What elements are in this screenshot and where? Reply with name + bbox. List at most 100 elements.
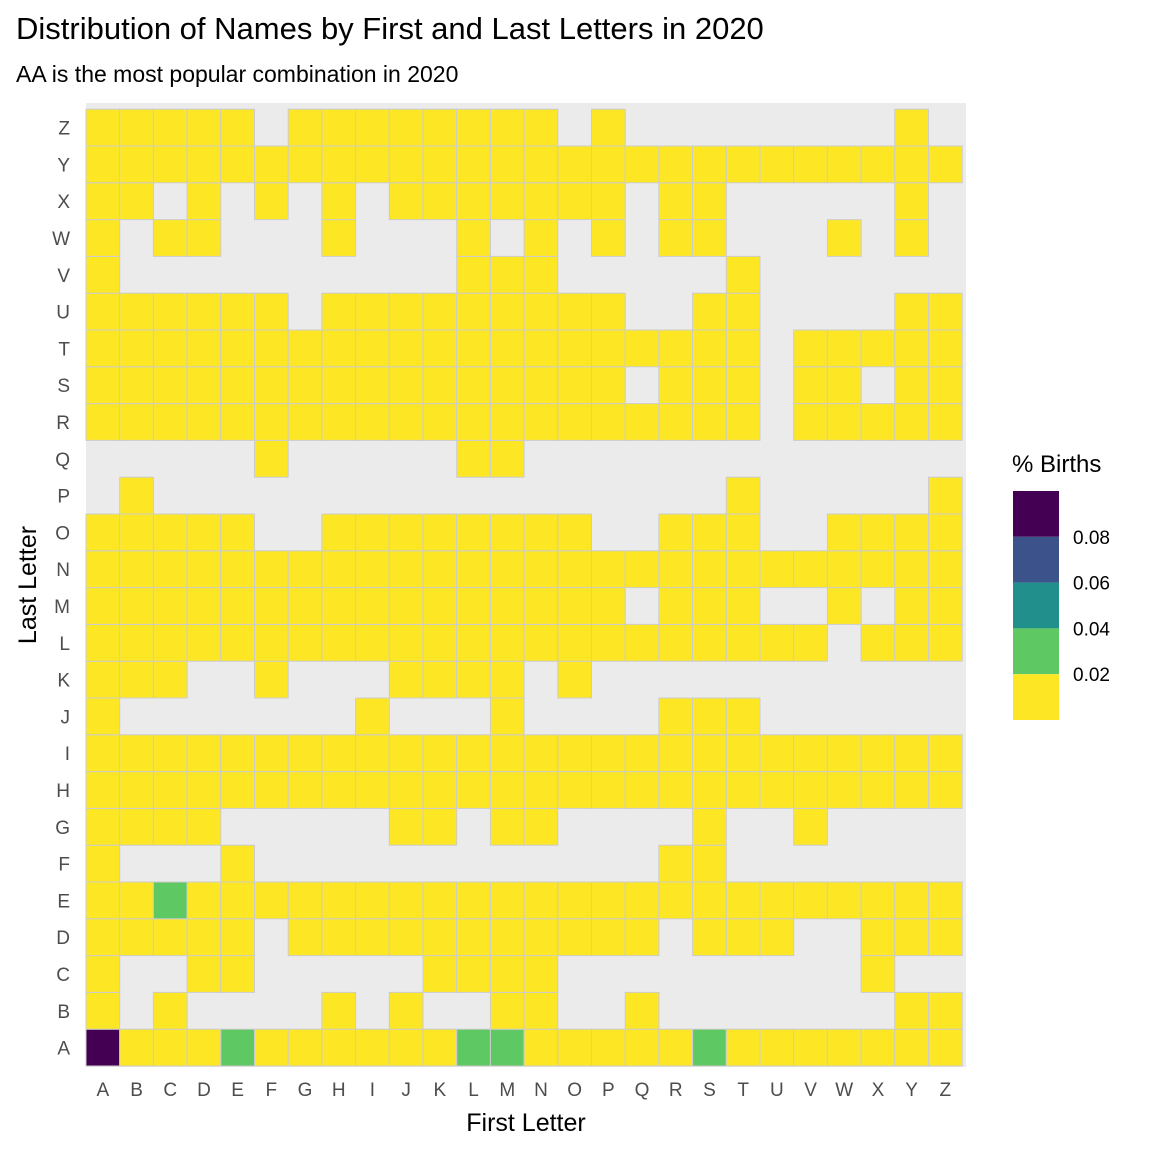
- heatmap-tile-SY: [692, 145, 727, 184]
- heatmap-tile-OE: [557, 881, 592, 920]
- heatmap-tile-IO: [355, 513, 390, 552]
- heatmap-tile-RA: [658, 1028, 694, 1067]
- chart-subtitle: AA is the most popular combination in 20…: [16, 61, 458, 87]
- heatmap-tile-BE: [119, 881, 154, 920]
- y-tick-label: Y: [57, 155, 70, 176]
- heatmap-tile-JT: [388, 329, 424, 368]
- heatmap-tile-GY: [287, 145, 323, 184]
- heatmap-tile-SU: [692, 292, 727, 331]
- heatmap-tile-LH: [456, 771, 491, 809]
- heatmap-tile-CT: [152, 329, 188, 368]
- heatmap-tile-BH: [119, 771, 154, 809]
- heatmap-tile-NA: [523, 1028, 559, 1067]
- heatmap-tile-ZR: [928, 403, 963, 441]
- heatmap-tile-SR: [692, 403, 727, 441]
- heatmap-tile-LM: [456, 587, 491, 625]
- heatmap-tile-EU: [220, 292, 256, 331]
- heatmap-tile-HT: [321, 329, 357, 368]
- heatmap-tile-UE: [759, 881, 795, 920]
- heatmap-tile-WR: [826, 403, 862, 441]
- heatmap-tile-ST: [692, 329, 727, 368]
- heatmap-tile-ET: [220, 329, 256, 368]
- heatmap-tile-OM: [557, 587, 592, 625]
- heatmap-tile-CA: [152, 1028, 188, 1067]
- heatmap-tile-FE: [254, 881, 289, 920]
- heatmap-tile-SE: [692, 881, 727, 920]
- y-tick-label: U: [56, 303, 70, 324]
- heatmap-tile-EZ: [220, 108, 256, 147]
- heatmap-tile-KY: [422, 145, 458, 184]
- heatmap-tile-NO: [523, 513, 559, 552]
- heatmap-tile-BZ: [119, 108, 154, 147]
- heatmap-tile-ND: [523, 918, 559, 957]
- y-tick-label: V: [57, 266, 70, 287]
- heatmap-tile-NN: [523, 550, 559, 589]
- heatmap-tile-UN: [759, 550, 795, 589]
- heatmap-tile-CY: [152, 145, 188, 184]
- heatmap-tile-MD: [489, 918, 525, 957]
- heatmap-tile-RF: [658, 844, 694, 883]
- heatmap-tile-XC: [860, 955, 896, 993]
- heatmap-tile-DL: [186, 623, 222, 662]
- heatmap-tile-NU: [523, 292, 559, 331]
- y-tick-label: J: [61, 707, 71, 728]
- heatmap-tile-MC: [489, 955, 525, 993]
- heatmap-tile-UD: [759, 918, 795, 957]
- heatmap-tile-SS: [692, 366, 727, 405]
- heatmap-tile-CI: [152, 734, 188, 773]
- heatmap-tile-QH: [624, 771, 660, 809]
- heatmap-tile-JB: [388, 991, 424, 1030]
- heatmap-tile-OX: [557, 182, 592, 221]
- heatmap-tile-RN: [658, 550, 694, 589]
- heatmap-tile-DM: [186, 587, 222, 625]
- heatmap-tile-GA: [287, 1028, 323, 1067]
- legend-color-bin: [1013, 628, 1059, 675]
- heatmap-tile-GT: [287, 329, 323, 368]
- heatmap-tile-OD: [557, 918, 592, 957]
- heatmap-tile-HW: [321, 219, 357, 257]
- heatmap-tile-KG: [422, 807, 458, 846]
- heatmap-tile-JU: [388, 292, 424, 331]
- heatmap-tile-KN: [422, 550, 458, 589]
- heatmap-tile-VT: [793, 329, 828, 368]
- heatmap-tile-LI: [456, 734, 491, 773]
- heatmap-tile-AB: [85, 991, 121, 1030]
- heatmap-tile-MG: [489, 807, 525, 846]
- heatmap-tile-OR: [557, 403, 592, 441]
- heatmap-tile-GL: [287, 623, 323, 662]
- heatmap-tile-EM: [220, 587, 256, 625]
- y-tick-label: L: [59, 634, 70, 655]
- heatmap-tile-LK: [456, 660, 491, 699]
- heatmap-tile-PN: [591, 550, 626, 589]
- legend-colorbar: [1013, 491, 1059, 720]
- heatmap-tile-KC: [422, 955, 458, 993]
- heatmap-tile-FU: [254, 292, 289, 331]
- heatmap-tile-LR: [456, 403, 491, 441]
- heatmap-tile-RL: [658, 623, 694, 662]
- heatmap-tile-CR: [152, 403, 188, 441]
- heatmap-tile-QI: [624, 734, 660, 773]
- legend-break-label: 0.08: [1073, 528, 1110, 549]
- heatmap-tile-RT: [658, 329, 694, 368]
- heatmap-tile-FR: [254, 403, 289, 441]
- heatmap-tile-IS: [355, 366, 390, 405]
- heatmap-tile-EC: [220, 955, 256, 993]
- heatmap-tile-PH: [591, 771, 626, 809]
- heatmap-tile-KT: [422, 329, 458, 368]
- heatmap-tile-HL: [321, 623, 357, 662]
- heatmap-tile-MN: [489, 550, 525, 589]
- heatmap-tile-OU: [557, 292, 592, 331]
- heatmap-tile-LY: [456, 145, 491, 184]
- legend-title: % Births: [1012, 451, 1101, 478]
- heatmap-tile-WW: [826, 219, 862, 257]
- x-tick-label: M: [499, 1080, 515, 1101]
- heatmap-tile-MX: [489, 182, 525, 221]
- heatmap-tile-UY: [759, 145, 795, 184]
- heatmap-tile-EA: [220, 1028, 256, 1067]
- heatmap-tile-SL: [692, 623, 727, 662]
- heatmap-tile-MI: [489, 734, 525, 773]
- heatmap-tile-OI: [557, 734, 592, 773]
- heatmap-tile-RW: [658, 219, 694, 257]
- heatmap-tile-AF: [85, 844, 121, 883]
- heatmap-tile-MZ: [489, 108, 525, 147]
